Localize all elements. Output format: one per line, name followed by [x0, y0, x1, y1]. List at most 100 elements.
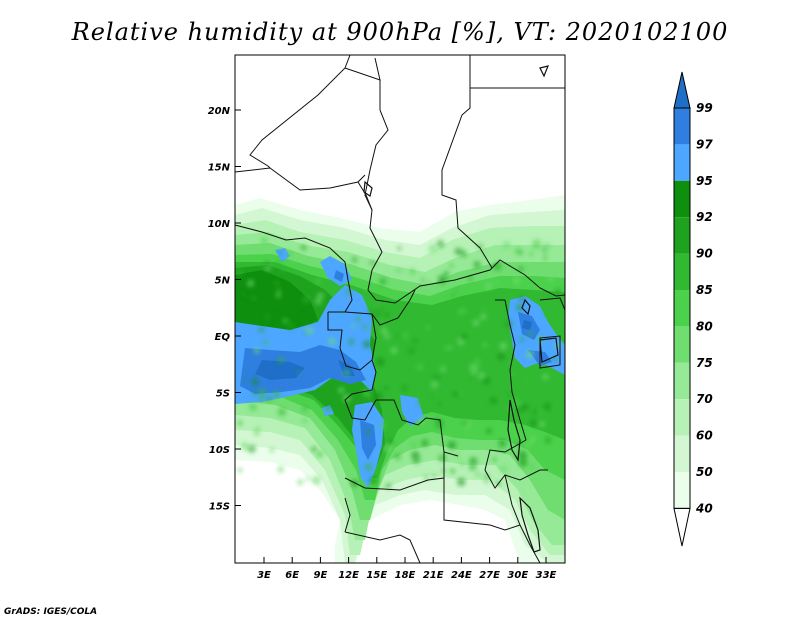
texture-speckle: [529, 464, 535, 470]
texture-speckle: [253, 347, 260, 354]
texture-speckle: [483, 476, 491, 485]
lon-tick-label: 9E: [314, 570, 328, 581]
texture-speckle: [394, 334, 399, 339]
texture-speckle: [312, 475, 321, 485]
colorbar-label: 50: [696, 465, 713, 479]
texture-speckle: [413, 355, 423, 365]
texture-speckle: [314, 297, 322, 305]
texture-speckle: [266, 341, 271, 345]
texture-speckle: [410, 441, 417, 448]
texture-speckle: [473, 358, 481, 366]
texture-speckle: [468, 276, 473, 281]
texture-speckle: [266, 395, 272, 402]
texture-speckle: [343, 369, 350, 377]
lake-malawi: [519, 496, 541, 553]
texture-speckle: [482, 307, 486, 311]
texture-speckle: [355, 316, 361, 322]
texture-speckle: [529, 436, 537, 444]
texture-speckle: [449, 345, 453, 349]
colorbar-label: 97: [696, 137, 713, 151]
texture-speckle: [364, 463, 373, 471]
colorbar-segment: [674, 399, 690, 436]
rh-band-above-99: [255, 320, 532, 380]
texture-speckle: [311, 446, 317, 452]
country-borders: [234, 54, 566, 564]
texture-speckle: [370, 260, 375, 265]
texture-speckle: [390, 346, 398, 355]
texture-speckle: [258, 326, 265, 333]
texture-speckle: [554, 342, 562, 350]
lon-tick-label: 18E: [395, 570, 416, 581]
texture-speckle: [361, 324, 368, 330]
colorbar-segment: [674, 362, 690, 400]
texture-speckle: [400, 268, 405, 273]
texture-speckle: [297, 370, 302, 375]
texture-speckle: [255, 425, 261, 432]
colorbar-label: 75: [696, 356, 713, 370]
texture-speckle: [243, 293, 250, 300]
texture-speckle: [277, 260, 281, 264]
texture-speckle: [511, 398, 521, 408]
texture-speckle: [380, 326, 388, 335]
texture-speckle: [316, 292, 324, 300]
lake-albert: [521, 298, 531, 316]
texture-speckle: [459, 391, 463, 395]
texture-speckle: [418, 416, 426, 424]
texture-speckle: [526, 350, 535, 359]
texture-speckle: [379, 422, 387, 430]
texture-speckle: [492, 457, 497, 462]
texture-speckle: [246, 279, 255, 288]
texture-speckle: [351, 324, 356, 329]
texture-speckle: [240, 442, 249, 451]
texture-speckle: [264, 261, 270, 267]
texture-speckle: [402, 332, 409, 339]
latitude-axis: 20N 15N 10N 5N EQ 5S 10S 15S: [208, 106, 241, 513]
texture-speckle: [276, 360, 280, 364]
texture-speckle: [532, 240, 541, 250]
texture-speckle: [417, 397, 426, 407]
texture-speckle: [518, 450, 528, 460]
texture-speckle: [486, 428, 492, 434]
humidity-texture: [237, 237, 563, 490]
texture-speckle: [252, 391, 257, 396]
texture-speckle: [449, 263, 454, 268]
texture-speckle: [423, 475, 429, 481]
texture-speckle: [432, 373, 441, 383]
colorbar-segment: [674, 472, 690, 509]
texture-speckle: [269, 447, 275, 453]
texture-speckle: [286, 250, 293, 257]
texture-speckle: [248, 402, 258, 412]
texture-speckle: [326, 404, 331, 409]
texture-speckle: [507, 393, 512, 397]
texture-speckle: [512, 276, 521, 285]
texture-speckle: [521, 377, 526, 382]
lat-tick-label: 10N: [208, 219, 231, 230]
texture-speckle: [381, 307, 385, 311]
lat-tick-label: 15N: [208, 163, 231, 174]
texture-speckle: [411, 337, 419, 345]
colorbar-label: 60: [696, 429, 713, 443]
texture-speckle: [460, 333, 468, 341]
texture-speckle: [384, 386, 389, 391]
texture-speckle: [538, 410, 543, 415]
texture-speckle: [369, 476, 378, 485]
texture-speckle: [454, 247, 462, 255]
texture-speckle: [497, 352, 505, 361]
texture-speckle: [554, 288, 562, 295]
texture-speckle: [251, 295, 256, 301]
lake-tanganyika: [507, 399, 521, 462]
texture-speckle: [525, 443, 531, 448]
texture-speckle: [338, 386, 345, 394]
lake-chad: [363, 180, 373, 197]
texture-speckle: [363, 287, 367, 291]
texture-speckle: [384, 333, 391, 340]
texture-speckle: [411, 451, 420, 460]
texture-speckle: [237, 467, 243, 473]
texture-speckle: [542, 373, 549, 381]
texture-speckle: [383, 443, 393, 453]
colorbar-label: 90: [696, 247, 713, 261]
texture-speckle: [543, 402, 551, 411]
colorbar-label: 80: [696, 319, 713, 333]
map-title: Relative humidity at 900hPa [%], VT: 202…: [71, 18, 729, 46]
